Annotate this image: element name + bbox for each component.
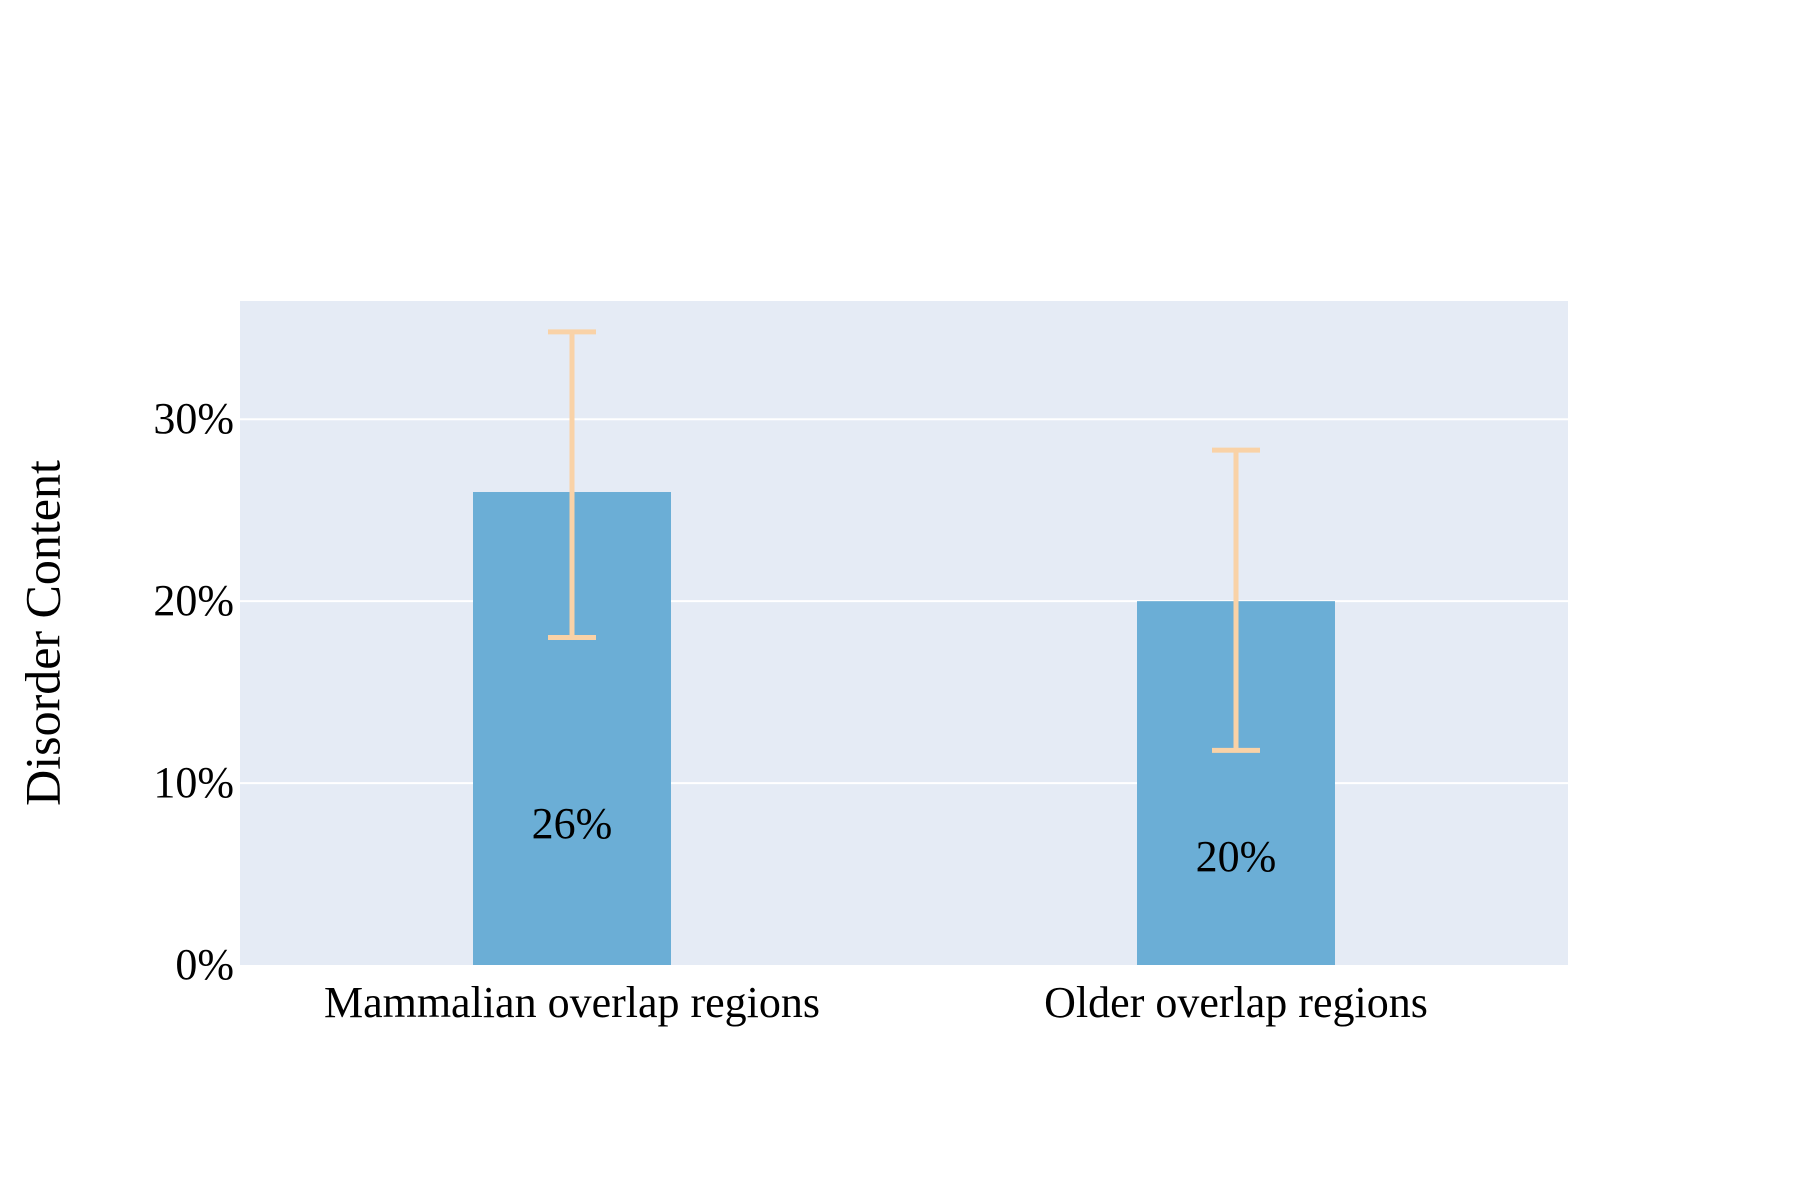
y-tick-label: 0%	[175, 940, 234, 989]
data-labels: 26% 20%	[532, 799, 1277, 881]
data-label: 20%	[1196, 832, 1277, 881]
grid-lines	[240, 418, 1568, 785]
error-bars	[548, 329, 1260, 753]
plot-area	[240, 301, 1568, 965]
error-bar	[1212, 447, 1260, 753]
y-tick-label: 20%	[153, 576, 234, 625]
y-tick-labels: 0% 10% 20% 30%	[153, 394, 234, 989]
x-tick-label: Mammalian overlap regions	[324, 978, 820, 1027]
y-tick-label: 30%	[153, 394, 234, 443]
x-tick-label: Older overlap regions	[1044, 978, 1428, 1027]
data-label: 26%	[532, 799, 613, 848]
error-bar	[548, 329, 596, 641]
x-tick-labels: Mammalian overlap regions Older overlap r…	[324, 978, 1428, 1027]
y-tick-label: 10%	[153, 758, 234, 807]
y-axis-title: Disorder Content	[14, 460, 70, 806]
